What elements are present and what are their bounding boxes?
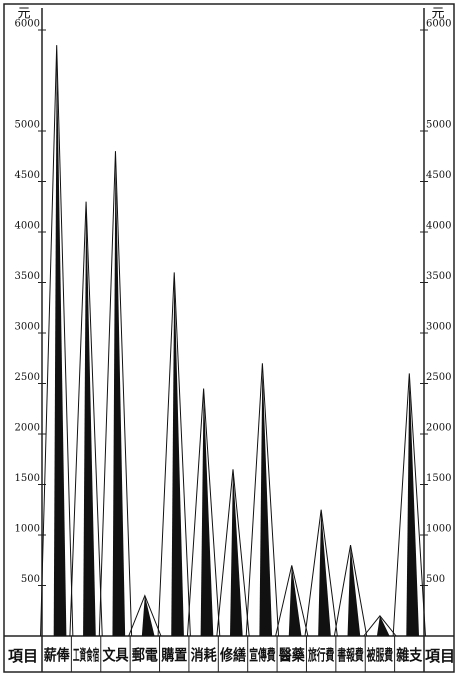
spike <box>392 373 426 637</box>
y-tick-label-right: 4000 <box>426 221 451 232</box>
spike <box>245 363 280 637</box>
spike <box>363 614 397 637</box>
y-tick-label-right: 1500 <box>426 473 451 484</box>
spike-outline <box>245 363 280 637</box>
spike-fill <box>112 151 126 636</box>
y-tick-label-right: 2500 <box>426 372 451 383</box>
y-tick-label: 3500 <box>15 271 40 282</box>
y-tick-label-right: 5000 <box>426 120 451 131</box>
spike-fill <box>347 545 361 636</box>
x-tick-label: 旅行費 <box>308 646 334 664</box>
x-tick-label: 消耗 <box>191 646 217 664</box>
axis-label-right: 項目 <box>425 647 455 665</box>
spike-fill <box>53 45 67 636</box>
y-tick-label: 2000 <box>15 423 40 434</box>
x-tick-label: 雜支 <box>396 646 423 664</box>
x-tick-label: 文具 <box>102 646 128 664</box>
spike-fill <box>200 388 214 636</box>
y-tick-label-right: 3000 <box>426 322 451 333</box>
unit-left: 元 <box>17 7 30 22</box>
spike <box>69 201 103 637</box>
x-tick-label: 宣傳費 <box>249 646 275 664</box>
spike-outline <box>128 594 162 637</box>
spike-outline <box>186 388 221 637</box>
spike <box>186 388 221 637</box>
spike <box>157 272 191 637</box>
y-tick-label: 4000 <box>15 221 40 232</box>
x-tick-label: 購置 <box>160 646 187 664</box>
y-tick-label-right: 6000 <box>426 19 451 30</box>
spike-outline <box>304 509 338 637</box>
x-tick-label: 工資食宿 <box>73 646 99 664</box>
spike <box>275 565 309 637</box>
spike <box>304 509 338 637</box>
y-tick-label: 2500 <box>15 372 40 383</box>
frame <box>3 3 455 673</box>
spike-fill <box>406 373 420 636</box>
unit-right: 元 <box>431 7 444 22</box>
y-tick-label-right: 1000 <box>426 524 451 535</box>
y-tick-label-right: 500 <box>426 574 445 585</box>
x-tick-label: 被服費 <box>367 646 393 664</box>
y-tick-label: 500 <box>21 574 40 585</box>
x-tick-label: 薪俸 <box>44 646 71 664</box>
spike-fill <box>288 565 302 636</box>
y-tick-label: 3000 <box>15 322 40 333</box>
spike-fill <box>83 201 96 636</box>
spike-outline <box>98 151 133 637</box>
spike-outline <box>363 614 397 637</box>
spike <box>128 594 162 637</box>
y-tick-label-right: 4500 <box>426 170 451 181</box>
spike <box>333 545 368 637</box>
spike-fill <box>259 363 273 636</box>
x-tick-label: 修繕 <box>219 646 246 664</box>
spike <box>40 45 74 637</box>
spike-fill <box>230 469 243 636</box>
spike-outline <box>157 272 191 637</box>
y-tick-label: 6000 <box>15 19 40 30</box>
spike-outline <box>69 201 103 637</box>
spike <box>98 151 133 637</box>
axis-label-left: 項目 <box>8 647 38 665</box>
spike-fill <box>171 272 184 636</box>
y-tick-label-right: 2000 <box>426 423 451 434</box>
spike-outline <box>392 373 426 637</box>
spike-fill <box>318 509 331 636</box>
spike <box>216 469 250 637</box>
y-tick-label: 5000 <box>15 120 40 131</box>
y-tick-label: 1000 <box>15 524 40 535</box>
spike-outline <box>333 545 368 637</box>
y-tick-label-right: 3500 <box>426 271 451 282</box>
x-tick-label: 書報費 <box>337 646 363 664</box>
spike-outline <box>40 45 74 637</box>
spike-fill <box>141 595 155 636</box>
y-tick-label: 4500 <box>15 170 40 181</box>
spike-fill <box>376 615 390 636</box>
spike-outline <box>275 565 309 637</box>
x-tick-label: 醫藥 <box>279 646 306 664</box>
y-tick-label: 1500 <box>15 473 40 484</box>
x-tick-label: 郵電 <box>132 646 158 664</box>
